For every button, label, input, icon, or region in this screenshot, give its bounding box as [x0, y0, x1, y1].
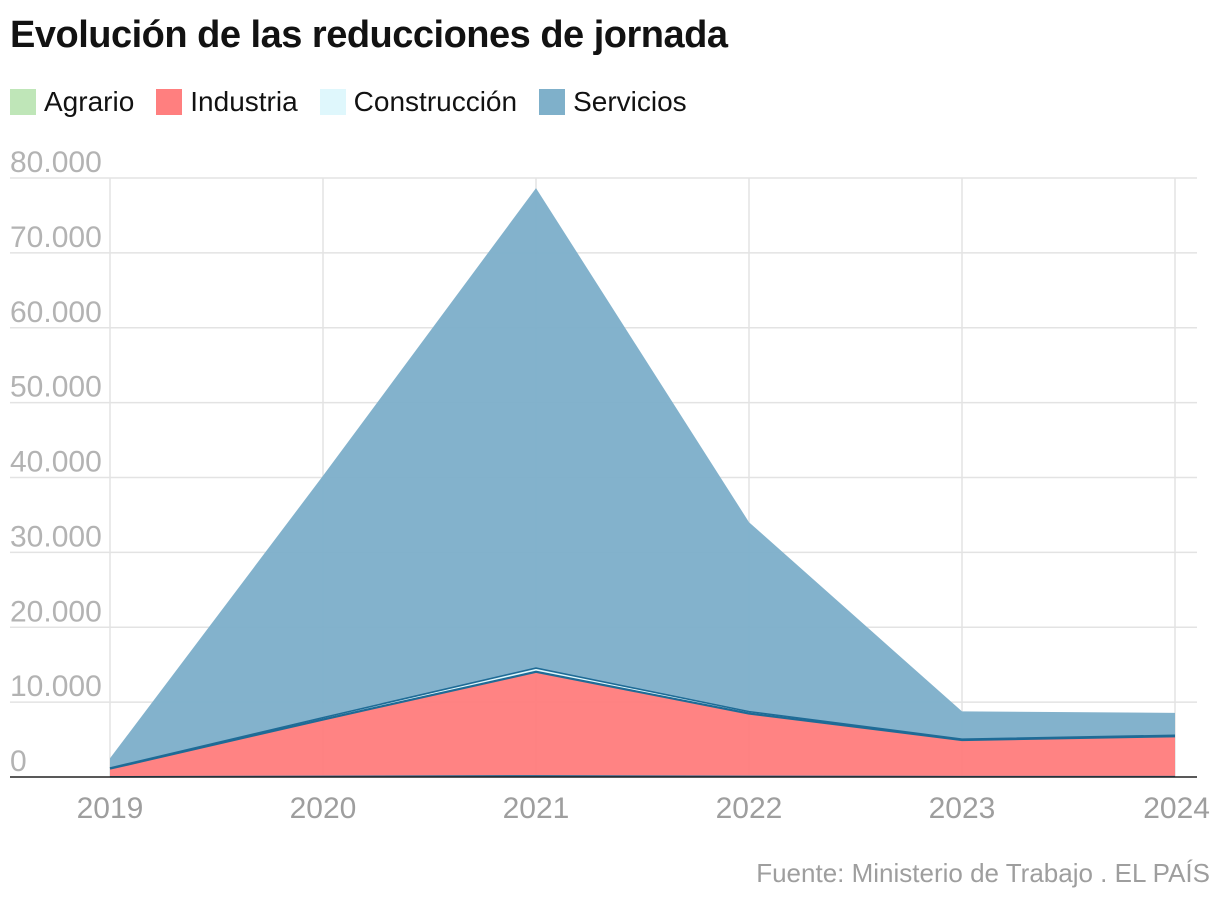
legend-label-servicios: Servicios: [573, 86, 687, 117]
x-tick-label: 2019: [77, 792, 144, 825]
y-tick-label: 30.000: [10, 520, 102, 553]
legend-label-agrario: Agrario: [44, 86, 135, 117]
x-tick-label: 2020: [290, 792, 357, 825]
x-tick-label: 2024: [1143, 792, 1210, 825]
x-tick-label: 2022: [716, 792, 783, 825]
x-tick-label: 2021: [503, 792, 570, 825]
y-tick-label: 70.000: [10, 221, 102, 254]
y-tick-label: 0: [10, 745, 27, 778]
area-servicios: [110, 188, 1175, 769]
boundary-line-construcción: [109, 667, 1176, 769]
legend-swatch-servicios: [539, 89, 566, 115]
y-axis-ticks: 0 10.000 20.000 30.000 40.000 50.000 60.000 70.…: [10, 146, 102, 778]
series-areas: [109, 188, 1176, 778]
boundary-line-industria: [109, 670, 1176, 770]
legend-item-industria: Industria: [156, 86, 298, 118]
legend-label-industria: Industria: [190, 86, 298, 117]
legend-item-construccion: Construcción: [319, 86, 518, 118]
x-axis-ticks: 2019 2020 2021 2022 2023 2024: [77, 792, 1210, 825]
source-credit: Fuente: Ministerio de Trabajo . EL PAÍS: [756, 858, 1210, 888]
y-tick-label: 60.000: [10, 296, 102, 329]
legend-swatch-industria: [156, 89, 183, 115]
legend-label-construccion: Construcción: [353, 86, 518, 117]
legend-item-servicios: Servicios: [539, 86, 687, 118]
legend-swatch-agrario: [10, 89, 36, 115]
y-tick-label: 50.000: [10, 371, 102, 404]
legend-swatch-construccion: [319, 89, 346, 115]
y-tick-label: 10.000: [10, 670, 102, 703]
legend-item-agrario: Agrario: [10, 86, 134, 118]
y-tick-label: 40.000: [10, 446, 102, 479]
x-tick-label: 2023: [929, 792, 996, 825]
y-tick-label: 20.000: [10, 595, 102, 628]
area-industria: [110, 671, 1175, 777]
y-tick-label: 80.000: [10, 146, 102, 179]
chart-title: Evolución de las reducciones de jornada: [10, 14, 728, 56]
legend: Agrario Industria Construcción Servicios: [10, 86, 709, 118]
